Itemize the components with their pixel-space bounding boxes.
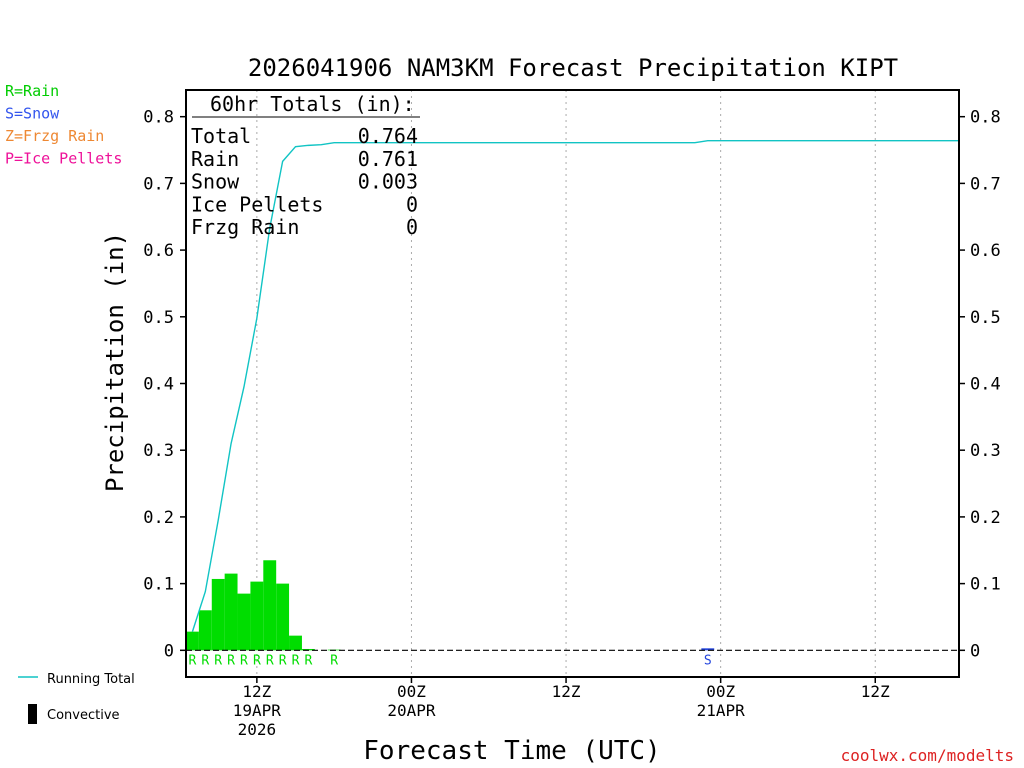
precip-bar [211, 578, 225, 651]
x-tick-label: 20APR [387, 701, 436, 720]
x-tick-label: 00Z [706, 682, 735, 701]
precip-bar [701, 648, 715, 651]
y-tick-label: 0.4 [143, 375, 174, 395]
ptype-marker: R [266, 653, 274, 668]
ptype-marker: R [292, 653, 300, 668]
ptype-marker: R [253, 653, 261, 668]
precip-bar [250, 581, 264, 651]
grid-lines [256, 90, 876, 677]
plot-frame [185, 89, 960, 678]
y-tick-label: 0.6 [970, 241, 1001, 261]
ptype-marker: R [201, 653, 209, 668]
y-tick-label: 0.8 [143, 108, 174, 128]
totals-label: Ice Pellets [191, 192, 323, 216]
totals-value: 0 [406, 215, 418, 239]
y-tick-label: 0 [970, 641, 980, 661]
y-axis-label: Precipitation (in) [101, 232, 129, 492]
x-tick-label: 00Z [397, 682, 426, 701]
totals-label: Frzg Rain [191, 215, 299, 239]
ptype-marker: R [227, 653, 235, 668]
x-tick-label: 21APR [697, 701, 746, 720]
precip-bar [276, 583, 290, 651]
y-tick-label: 0.2 [143, 508, 174, 528]
y-tick-label: 0.2 [970, 508, 1001, 528]
ptype-legend-item: R=Rain [5, 82, 59, 100]
x-tick-label: 12Z [242, 682, 271, 701]
totals-heading: 60hr Totals (in): [210, 92, 415, 116]
x-tick-label: 2026 [238, 720, 277, 739]
precip-bar [289, 635, 302, 651]
x-tick-label: 12Z [861, 682, 890, 701]
y-tick-label: 0.5 [970, 308, 1001, 328]
precip-bar [186, 631, 199, 651]
y-tick-label: 0.1 [970, 575, 1001, 595]
x-tick-label: 12Z [552, 682, 581, 701]
ptype-marker: R [240, 653, 248, 668]
ptype-marker: R [279, 653, 287, 668]
convective-legend-label: Convective [47, 708, 120, 723]
y-axis-left: 0 0.1 0.2 0.3 0.4 0.5 0.6 0.7 0.8 [143, 108, 186, 661]
precip-bar [198, 610, 212, 651]
y-axis-right: 0 0.1 0.2 0.3 0.4 0.5 0.6 0.7 0.8 [959, 108, 1001, 661]
ptype-marker: R [304, 653, 312, 668]
totals-label: Rain [191, 147, 239, 171]
totals-value: 0.761 [358, 147, 418, 171]
y-tick-label: 0.5 [143, 308, 174, 328]
credit-text: coolwx.com/modelts [841, 746, 1014, 765]
precip-bar [263, 560, 277, 651]
totals-box: 60hr Totals (in): Total 0.764 Rain 0.761 Sno… [191, 92, 420, 239]
y-tick-label: 0.3 [143, 441, 174, 461]
totals-value: 0.764 [358, 124, 418, 148]
running-total-line [191, 139, 959, 632]
ptype-legend-item: Z=Frzg Rain [5, 127, 104, 145]
ptype-marker: R [330, 653, 338, 668]
y-tick-label: 0.8 [970, 108, 1001, 128]
y-tick-label: 0.7 [143, 174, 174, 194]
precip-bars [186, 560, 715, 651]
x-axis-label: Forecast Time (UTC) [363, 736, 660, 766]
ptype-legend: R=Rain S=Snow Z=Frzg Rain P=Ice Pellets [5, 82, 122, 168]
ptype-marker: R [189, 653, 197, 668]
totals-value: 0 [406, 192, 418, 216]
precip-bar [301, 648, 315, 651]
y-tick-label: 0.3 [970, 441, 1001, 461]
precip-bar [224, 573, 238, 651]
x-tick-label: 19APR [233, 701, 282, 720]
y-tick-label: 0.7 [970, 174, 1001, 194]
y-tick-label: 0.4 [970, 375, 1001, 395]
precip-bar [237, 593, 251, 651]
ptype-marker: R [214, 653, 222, 668]
totals-label: Total [191, 124, 251, 148]
chart-title: 2026041906 NAM3KM Forecast Precipitation… [248, 54, 898, 82]
convective-swatch [28, 704, 37, 724]
series-legend: Running Total Convective [18, 672, 135, 724]
y-tick-label: 0.6 [143, 241, 174, 261]
running-total-legend-label: Running Total [47, 672, 135, 687]
ptype-legend-item: P=Ice Pellets [5, 150, 122, 168]
ptype-marker: S [704, 653, 712, 668]
y-tick-label: 0.1 [143, 575, 174, 595]
totals-label: Snow [191, 170, 240, 194]
ptype-legend-item: S=Snow [5, 105, 60, 123]
y-tick-label: 0 [164, 641, 174, 661]
totals-value: 0.003 [358, 170, 418, 194]
